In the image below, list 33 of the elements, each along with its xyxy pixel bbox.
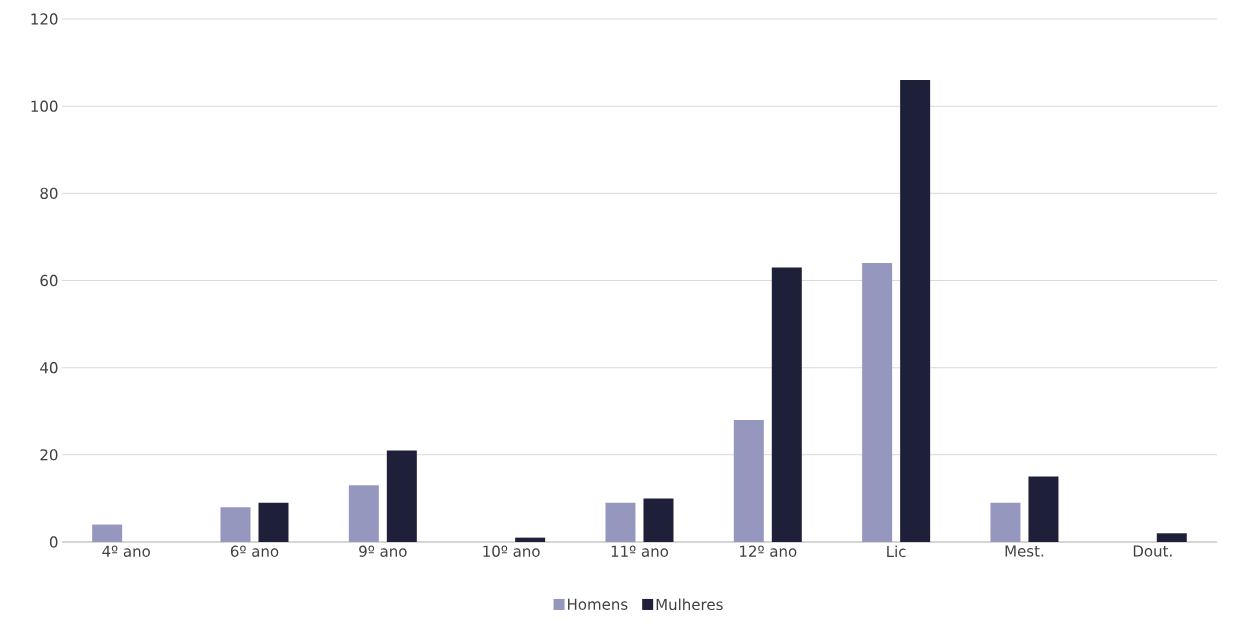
legend-label: Mulheres — [656, 598, 723, 611]
y-tick-label: 60 — [40, 274, 58, 287]
x-tick-label: Mest. — [1005, 545, 1044, 557]
bar — [348, 485, 379, 542]
bar — [771, 267, 802, 542]
x-tick-label: 4º ano — [102, 545, 150, 557]
bar — [386, 450, 417, 542]
bar — [258, 502, 289, 542]
x-tick-label: 11º ano — [611, 545, 669, 557]
x-tick-label: 6º ano — [230, 545, 279, 557]
legend-label: Homens — [568, 598, 628, 610]
bar — [900, 80, 931, 542]
bar — [1156, 533, 1187, 542]
bar — [92, 524, 123, 542]
y-tick-label: 120 — [31, 13, 58, 25]
x-tick-label: 9º ano — [359, 545, 407, 557]
y-tick-label: 80 — [40, 187, 58, 200]
bar — [515, 537, 546, 542]
y-tick-label: 40 — [40, 361, 58, 374]
bar — [220, 507, 251, 542]
y-tick-label: 100 — [31, 100, 58, 112]
y-tick-label: 0 — [49, 536, 58, 548]
bar — [605, 502, 636, 542]
y-tick-label: 20 — [40, 449, 58, 461]
bar — [733, 419, 764, 542]
x-tick-label: 10º ano — [483, 545, 540, 557]
bar — [1028, 476, 1059, 542]
x-tick-label: Dout. — [1133, 545, 1172, 557]
bar — [990, 502, 1021, 542]
x-tick-label: 12º ano — [740, 545, 797, 557]
bar — [862, 263, 893, 542]
x-tick-label: Lic — [887, 545, 906, 558]
bar — [643, 498, 674, 542]
